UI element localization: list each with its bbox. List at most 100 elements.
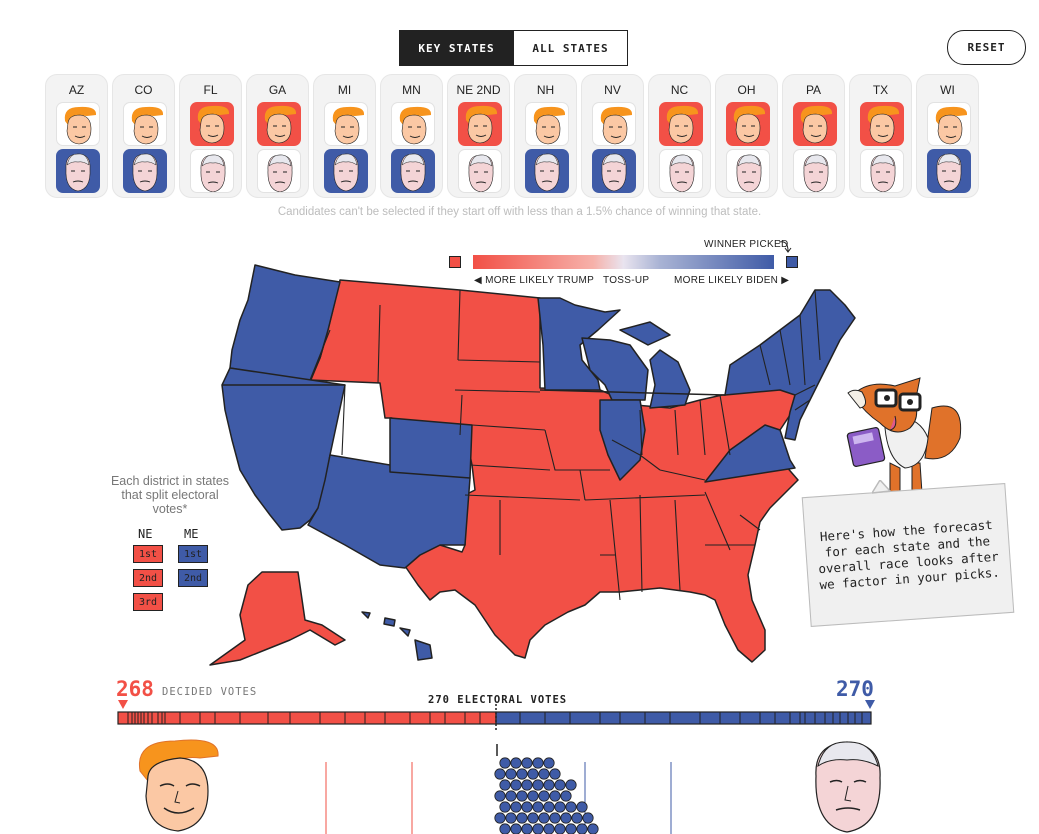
pick-trump-button[interactable] — [592, 102, 636, 146]
pick-trump-button[interactable] — [324, 102, 368, 146]
trump-face-icon — [64, 106, 97, 145]
trump-face-icon — [465, 105, 498, 144]
outcome-dot — [560, 812, 572, 824]
pick-biden-button[interactable] — [190, 149, 234, 193]
state-abbr: FL — [203, 83, 218, 97]
state-abbr: OH — [737, 83, 756, 97]
outcome-dot — [554, 823, 566, 834]
pick-trump-button[interactable] — [123, 102, 167, 146]
state-card-mi: MI — [313, 74, 376, 198]
ne-district-3[interactable]: 3rd — [133, 593, 163, 611]
trump-face-icon — [533, 106, 566, 145]
pick-biden-button[interactable] — [324, 149, 368, 193]
tab-key-states[interactable]: KEY STATES — [400, 31, 513, 65]
outcome-dot — [543, 801, 555, 813]
pick-trump-button[interactable] — [659, 102, 703, 146]
pick-trump-button[interactable] — [726, 102, 770, 146]
biden-face-icon — [534, 153, 560, 192]
outcome-dot — [527, 790, 539, 802]
state-card-wi: WI — [916, 74, 979, 198]
outcome-dot — [549, 768, 561, 780]
trump-face-icon — [264, 105, 297, 144]
pick-biden-button[interactable] — [592, 149, 636, 193]
outcome-dot — [565, 779, 577, 791]
outcome-dot — [532, 801, 544, 813]
tab-all-states[interactable]: ALL STATES — [513, 31, 627, 65]
pick-biden-button[interactable] — [257, 149, 301, 193]
pick-trump-button[interactable] — [257, 102, 301, 146]
outcome-dot — [532, 779, 544, 791]
outcome-dot — [494, 790, 506, 802]
bubble-tail-icon — [872, 480, 892, 494]
state-card-ga: GA — [246, 74, 309, 198]
pick-trump-button[interactable] — [190, 102, 234, 146]
outcome-dot — [494, 812, 506, 824]
ne-district-1[interactable]: 1st — [133, 545, 163, 563]
pick-trump-button[interactable] — [391, 102, 435, 146]
pick-biden-button[interactable] — [860, 149, 904, 193]
biden-face-icon — [803, 154, 829, 192]
state-card-co: CO — [112, 74, 175, 198]
state-card-ne-2nd: NE 2ND — [447, 74, 510, 198]
trump-face-icon — [131, 106, 164, 145]
biden-face-icon — [468, 154, 494, 192]
ne-district-2[interactable]: 2nd — [133, 569, 163, 587]
outcome-dot — [510, 757, 522, 769]
trump-face-icon — [332, 106, 365, 145]
pick-trump-button[interactable] — [927, 102, 971, 146]
state-card-nh: NH — [514, 74, 577, 198]
outcome-dot — [554, 779, 566, 791]
pick-trump-button[interactable] — [525, 102, 569, 146]
trump-face-icon — [197, 105, 230, 144]
outcome-dot — [549, 812, 561, 824]
view-tabs: KEY STATES ALL STATES — [399, 30, 628, 66]
me-label: ME — [184, 527, 199, 541]
state-card-nc: NC — [648, 74, 711, 198]
pick-biden-button[interactable] — [391, 149, 435, 193]
biden-face-icon — [815, 741, 881, 833]
pick-biden-button[interactable] — [793, 149, 837, 193]
northeast-region — [724, 289, 856, 441]
legend-winner-picked: WINNER PICKED — [704, 239, 789, 250]
outcome-dot — [505, 768, 517, 780]
threshold-label: 270 ELECTORAL VOTES — [428, 694, 568, 706]
pick-biden-button[interactable] — [123, 149, 167, 193]
outcome-dot — [499, 823, 511, 834]
outcome-dot — [565, 801, 577, 813]
outcome-dot — [499, 779, 511, 791]
state-abbr: AZ — [68, 83, 85, 97]
pick-biden-button[interactable] — [659, 149, 703, 193]
pick-trump-button[interactable] — [458, 102, 502, 146]
trump-face-icon — [399, 106, 432, 145]
state-abbr: MN — [402, 83, 421, 97]
outcome-dot — [521, 779, 533, 791]
outcome-dot — [505, 790, 517, 802]
legend-more-trump: ◀ MORE LIKELY TRUMP — [474, 275, 595, 286]
biden-face-icon — [333, 153, 359, 192]
me-district-2[interactable]: 2nd — [178, 569, 208, 587]
me-district-1[interactable]: 1st — [178, 545, 208, 563]
pick-biden-button[interactable] — [726, 149, 770, 193]
biden-face-icon — [400, 153, 426, 192]
pick-biden-button[interactable] — [56, 149, 100, 193]
outcome-dot — [527, 768, 539, 780]
wi-region — [581, 337, 649, 401]
pick-biden-button[interactable] — [927, 149, 971, 193]
outcome-dot — [516, 812, 528, 824]
state-abbr: GA — [268, 83, 287, 97]
biden-face-icon — [936, 153, 962, 192]
pick-trump-button[interactable] — [56, 102, 100, 146]
outcome-dots — [494, 757, 599, 834]
state-abbr: PA — [805, 83, 822, 97]
legend-tossup: TOSS-UP — [603, 275, 650, 286]
state-card-oh: OH — [715, 74, 778, 198]
pick-biden-button[interactable] — [458, 149, 502, 193]
pick-biden-button[interactable] — [525, 149, 569, 193]
trump-bar — [117, 711, 497, 725]
state-cards: AZ CO FL GA MI MN NE 2ND NH NV NC OH PA TX WI — [45, 74, 979, 198]
pick-trump-button[interactable] — [860, 102, 904, 146]
pick-trump-button[interactable] — [793, 102, 837, 146]
reset-button[interactable]: RESET — [947, 30, 1026, 65]
